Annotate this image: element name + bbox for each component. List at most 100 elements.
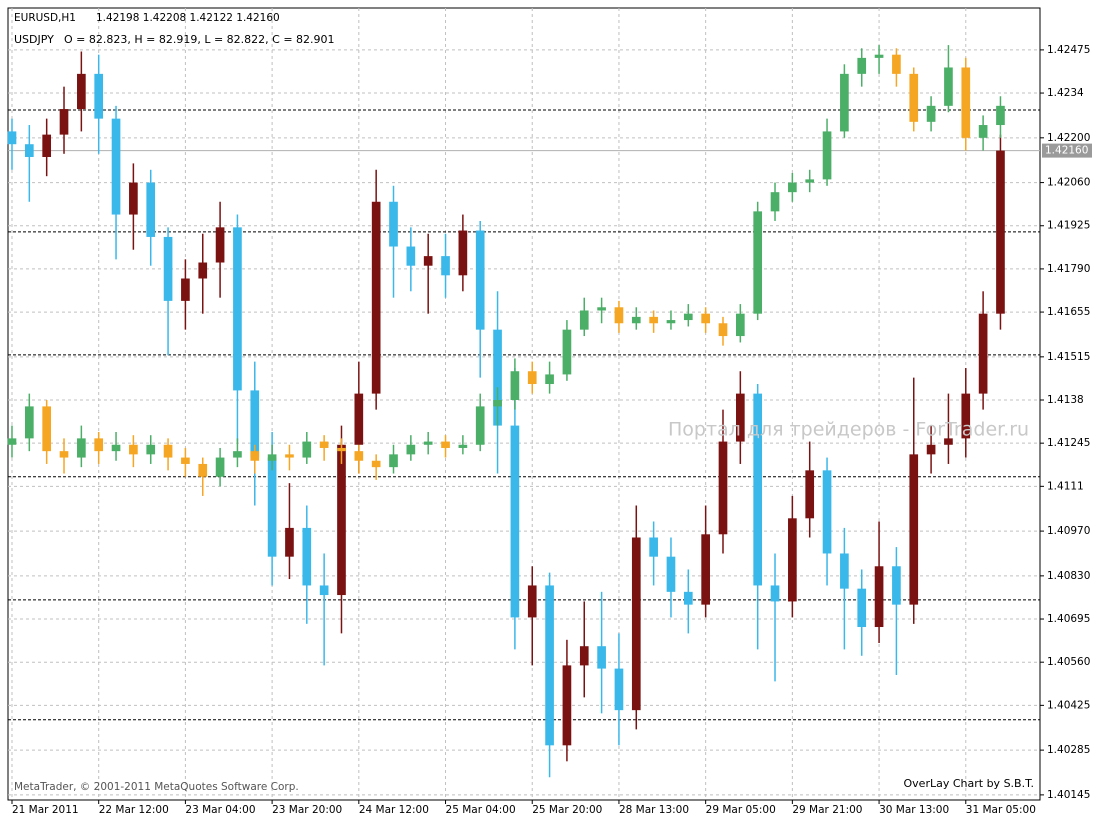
quote: 1.42198 1.42208 1.42122 1.42160 <box>96 12 280 24</box>
candle-body <box>874 566 884 628</box>
candle-body <box>77 73 86 110</box>
x-tick-label: 31 Mar 05:00 <box>966 804 1036 816</box>
candle-body <box>389 201 398 247</box>
candle-body <box>579 310 589 330</box>
candle-body <box>250 390 260 458</box>
x-tick-label: 23 Mar 20:00 <box>272 804 342 816</box>
candle-body <box>840 73 849 132</box>
candle-body <box>666 556 676 592</box>
overlay-symbol: USDJPY <box>14 33 54 46</box>
candle-body <box>371 201 381 394</box>
candle-body <box>111 444 121 452</box>
candle-body <box>649 316 658 324</box>
candle-body <box>233 451 242 458</box>
candle-body <box>146 182 156 237</box>
y-tick-label: 1.41245 <box>1047 437 1090 449</box>
candle-body <box>909 73 919 122</box>
x-tick-label: 28 Mar 13:00 <box>619 804 689 816</box>
candle-body <box>302 527 312 586</box>
candle-body <box>683 591 693 605</box>
x-tick-label: 21 Mar 2011 <box>12 804 79 816</box>
candle-body <box>163 444 173 458</box>
candle-body <box>683 313 693 321</box>
candle-body <box>441 256 450 276</box>
overlay-quote: O = 82.823, H = 82.919, L = 82.822, C = … <box>64 33 335 46</box>
x-tick-label: 30 Mar 13:00 <box>879 804 949 816</box>
candle-body <box>215 457 225 477</box>
candle-body <box>111 118 121 215</box>
candle-body <box>285 454 294 458</box>
candle-body <box>354 393 364 445</box>
candle-body <box>94 438 104 452</box>
candle-body <box>874 54 884 58</box>
candle-body <box>562 665 572 746</box>
candle-body <box>510 425 520 618</box>
candle-body <box>597 307 606 311</box>
candle-body <box>649 537 658 557</box>
candle-body <box>961 393 971 439</box>
candle-body <box>701 313 710 324</box>
candle-body <box>7 438 17 445</box>
candle-body <box>475 230 485 330</box>
candle-body <box>458 230 468 276</box>
candle-body <box>857 588 867 628</box>
candle-body <box>24 144 34 157</box>
y-tick-label: 1.41515 <box>1047 351 1090 363</box>
credit: OverLay Chart by S.B.T. <box>904 777 1034 790</box>
y-tick-label: 1.42060 <box>1047 177 1090 189</box>
candle-body <box>527 371 537 385</box>
candle-body <box>753 211 763 314</box>
candle-body <box>42 134 52 157</box>
y-tick-label: 1.41925 <box>1047 220 1090 232</box>
candle-body <box>267 457 277 557</box>
candle-body <box>233 227 242 391</box>
candle-body <box>319 585 329 596</box>
marks <box>7 45 1005 778</box>
y-tick-label: 1.40830 <box>1047 570 1090 582</box>
candle-body <box>7 131 17 145</box>
candle-body <box>129 182 138 215</box>
last-price-label: 1.42160 <box>1045 145 1088 157</box>
candle-body <box>337 447 346 452</box>
candle-body <box>24 406 34 439</box>
candle-body <box>805 470 815 519</box>
candle-body <box>892 566 901 605</box>
candle-body <box>371 460 381 468</box>
candle-body <box>788 182 797 193</box>
candle-body <box>788 518 797 602</box>
x-tick-label: 24 Mar 12:00 <box>359 804 429 816</box>
y-tick-label: 1.40970 <box>1047 525 1090 537</box>
candle-body <box>770 585 780 602</box>
candle-body <box>475 406 485 445</box>
candle-body <box>129 444 138 455</box>
candle-body <box>857 57 867 74</box>
candle-body <box>597 646 606 669</box>
y-tick-label: 1.4111 <box>1047 480 1084 492</box>
candle-body <box>181 457 190 464</box>
candle-body <box>285 527 294 557</box>
candle-body <box>631 316 641 324</box>
candle-body <box>337 444 346 596</box>
y-tick-label: 1.42475 <box>1047 44 1090 56</box>
candle-body <box>146 444 156 455</box>
last-price-box <box>1042 143 1092 158</box>
candle-body <box>562 329 572 375</box>
candle-body <box>909 454 919 605</box>
candle-body <box>77 438 86 458</box>
watermark: Портал для трейдеров - ForTrader.ru <box>668 419 1029 441</box>
grid <box>8 8 1040 800</box>
candle-body <box>718 441 728 535</box>
y-tick-label: 1.40145 <box>1047 789 1090 801</box>
candle-body <box>718 323 728 337</box>
y-tick-label: 1.42200 <box>1047 132 1090 144</box>
x-tick-label: 25 Mar 20:00 <box>532 804 602 816</box>
candle-body <box>458 444 468 448</box>
candle-body <box>978 125 988 138</box>
candle-body <box>840 553 849 589</box>
candle-body <box>805 179 815 183</box>
candle-body <box>441 441 450 448</box>
candle-body <box>822 470 832 554</box>
x-tick-label: 22 Mar 12:00 <box>99 804 169 816</box>
candle-body <box>753 393 763 586</box>
